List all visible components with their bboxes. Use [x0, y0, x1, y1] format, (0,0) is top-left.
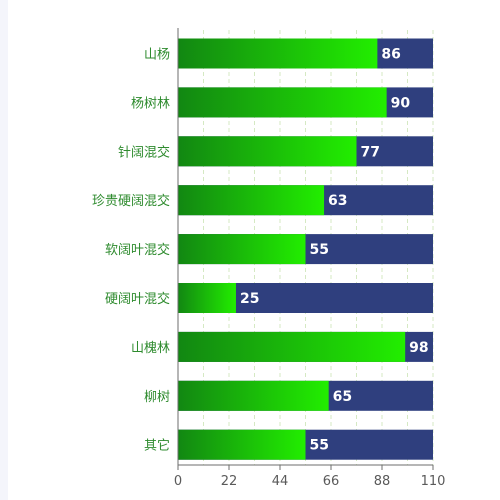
- category-label-0: 山杨: [144, 48, 170, 63]
- bar-5: [178, 283, 236, 313]
- x-tick-label-0: 0: [174, 474, 182, 489]
- category-label-6: 山槐林: [131, 340, 170, 356]
- value-label-8: 55: [310, 438, 329, 454]
- value-label-5: 25: [240, 291, 259, 307]
- x-tick-label-3: 66: [323, 474, 340, 489]
- value-label-1: 90: [391, 95, 411, 111]
- x-tick-label-2: 44: [272, 474, 289, 489]
- bar-6: [178, 331, 406, 362]
- bar-0: [178, 38, 378, 69]
- x-tick-label-5: 110: [421, 474, 446, 489]
- left-edge-strip: [0, 0, 8, 500]
- category-label-5: 硬阔叶混交: [105, 291, 170, 307]
- category-label-1: 杨树林: [131, 96, 170, 111]
- category-label-2: 针阔混交: [118, 144, 170, 160]
- value-label-3: 63: [328, 193, 347, 209]
- x-tick-label-4: 88: [374, 474, 391, 489]
- label-layer: 86 山杨 90 杨树林 77 针阔混交 63 珍贵硬阔混交 55 软阔叶混交 25 硬阔叶混交 98 山…: [92, 47, 429, 454]
- category-label-4: 软阔叶混交: [105, 242, 170, 258]
- bar-4: [178, 234, 306, 265]
- bar-3: [178, 185, 325, 216]
- bar-7: [178, 380, 329, 411]
- category-label-7: 柳树: [144, 390, 170, 405]
- bar-layer: [178, 38, 433, 460]
- bar-1: [178, 87, 387, 118]
- bar-2: [178, 136, 357, 167]
- value-label-7: 65: [333, 389, 352, 405]
- value-label-2: 77: [361, 144, 380, 160]
- category-label-3: 珍贵硬阔混交: [92, 193, 170, 209]
- x-tick-label-1: 22: [221, 474, 238, 489]
- category-label-8: 其它: [144, 438, 170, 454]
- value-label-6: 98: [409, 340, 428, 356]
- value-label-4: 55: [310, 242, 329, 258]
- axis-layer: 0 22 44 66 88 110: [174, 28, 446, 489]
- value-label-0: 86: [381, 47, 400, 63]
- bar-8: [178, 429, 306, 460]
